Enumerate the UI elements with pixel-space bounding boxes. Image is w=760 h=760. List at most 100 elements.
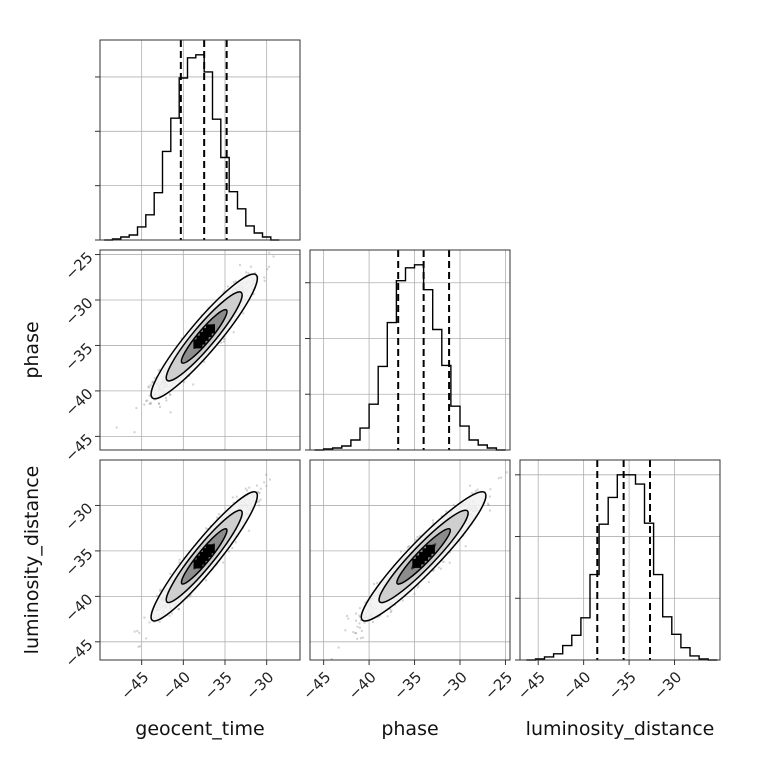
x-axis-phase: −45 −40 −35 −30 −25 phase [299,660,516,740]
scatter-point [355,619,357,622]
density-peak [193,339,203,349]
scatter-point [248,486,251,489]
scatter-point [371,621,374,623]
scatter-point [148,621,151,624]
scatter-point [159,589,162,592]
x-tick-label: −40 [345,668,380,703]
x-tick-label: −45 [514,668,549,703]
scatter-point [445,510,448,513]
scatter-point [282,446,284,448]
scatter-point [148,386,150,389]
scatter-point [205,527,208,530]
scatter-point [263,481,266,484]
scatter-point [192,383,195,386]
y-tick-label: −35 [61,545,96,580]
scatter-point [347,617,350,620]
scatter-point [268,478,271,481]
scatter-point [169,572,172,575]
scatter-point [449,551,451,554]
scatter-point [164,396,167,399]
scatter-point [218,513,221,516]
x-axis-label: geocent_time [135,718,264,740]
scatter-point [441,559,444,562]
y-tick-label: −40 [61,590,96,625]
scatter-point [242,312,245,315]
scatter-point [223,340,225,343]
scatter-point [416,586,419,589]
scatter-point [358,626,361,629]
scatter-point [379,614,382,617]
scatter-point [389,611,392,614]
scatter-point [432,522,435,525]
y-tick-label: −40 [61,385,96,420]
x-axis-luminosity_distance: −45 −40 −35 −30 luminosity_distance [514,660,714,740]
scatter-point [500,476,503,479]
scatter-point [386,615,389,618]
x-tick-label: −40 [159,668,194,703]
scatter-point [254,271,257,274]
scatter-point [355,612,358,615]
x-axis-label: luminosity_distance [526,718,715,740]
scatter-point [156,594,159,597]
scatter-point [356,637,359,640]
density-peak [412,558,422,568]
scatter-point [358,614,361,617]
scatter-point [235,495,238,498]
x-tick-label: −30 [436,668,471,703]
scatter-point [252,293,255,296]
x-tick-label: −35 [390,668,425,703]
scatter-point [178,561,181,564]
scatter-point [255,484,258,487]
y-axis-label: phase [21,321,43,378]
scatter-point [188,595,191,598]
scatter-point [474,490,477,493]
scatter-point [248,529,251,532]
histogram-luminosity_distance [526,474,718,661]
scatter-point [158,402,161,405]
scatter-point [432,569,434,572]
scatter-point [143,616,146,619]
scatter-point [247,272,250,275]
y-axis-luminosity_distance: −45 −40 −35 −30 luminosity_distance [21,466,100,671]
y-tick-label: −45 [61,430,96,465]
histogram-geocent_time [104,54,280,241]
scatter-point [356,625,359,628]
scatter-point [133,630,136,633]
scatter-point [139,645,141,648]
x-tick-label: −25 [481,668,516,703]
scatter-point [256,491,259,494]
scatter-point [358,622,361,625]
x-axis-label: phase [381,718,438,740]
panel-frame [309,459,511,661]
scatter-point [159,405,161,408]
scatter-point [149,401,152,404]
scatter-point [152,381,155,384]
scatter-content [330,471,508,660]
y-tick-label: −35 [61,339,96,374]
scatter-point [263,279,266,282]
x-tick-label: −35 [201,668,236,703]
scatter-point [416,536,419,539]
hist-panel-phase [305,249,511,451]
scatter-point [364,601,367,604]
scatter-point [376,582,379,585]
x-tick-label: −30 [650,668,685,703]
x-tick-label: −45 [117,668,152,703]
scatter-point [231,496,234,499]
scatter-point [234,280,237,283]
scatter-point [234,541,237,544]
scatter-point [448,561,451,564]
scatter-panel-geocent_time-luminosity_distance [99,446,301,661]
scatter-point [145,637,148,640]
y-axis-phase: −45 −40 −35 −30 −25 phase [21,248,100,465]
scatter-point [413,592,416,595]
panel-frame [99,39,301,241]
scatter-point [159,588,162,591]
panel-frame [99,249,301,451]
scatter-point [258,492,261,495]
scatter-point [182,381,185,384]
scatter-point [177,608,180,611]
x-tick-label: −40 [559,668,594,703]
scatter-point [226,285,229,288]
scatter-point [377,615,380,618]
